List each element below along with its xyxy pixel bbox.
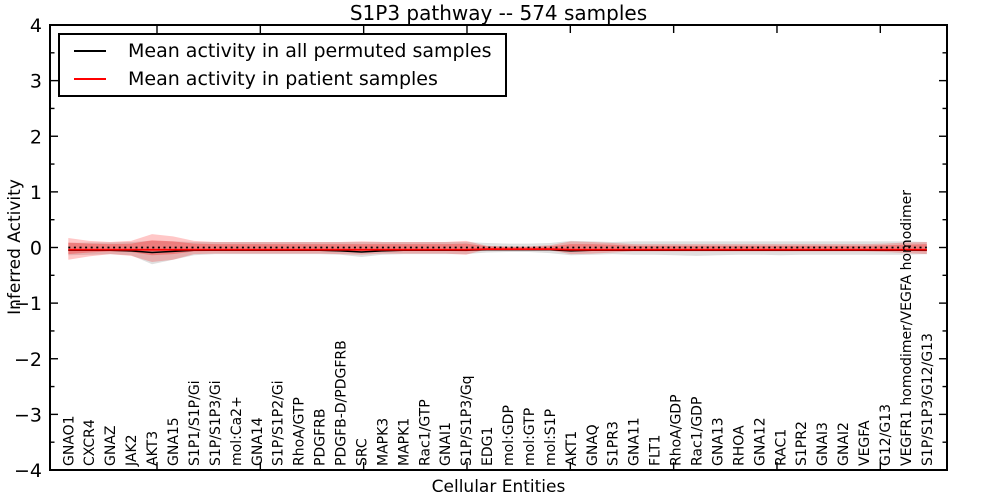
y-tick-label: −1: [14, 293, 42, 315]
y-tick-label: −3: [14, 404, 42, 426]
x-tick-label: GNA15: [166, 417, 182, 466]
x-tick-label: GNA13: [710, 417, 726, 466]
axis-ticks: [50, 24, 947, 471]
legend-line-sample: [74, 77, 106, 80]
x-tick-label: GNAI1: [438, 422, 454, 466]
x-tick-label: S1P/S1P3/Gi: [208, 380, 224, 466]
x-tick-label: VEGFA: [857, 420, 873, 466]
x-tick-label: GNA12: [752, 417, 768, 466]
x-tick-label: FLT1: [648, 435, 664, 466]
x-tick-label: S1P/S1P3/Gq: [459, 375, 475, 466]
x-tick-label: AKT3: [145, 431, 161, 466]
legend-item-label: Mean activity in all permuted samples: [128, 40, 492, 63]
legend-item: Mean activity in all permuted samples: [72, 40, 505, 62]
y-axis-label: Inferred Activity: [5, 179, 25, 315]
x-tick-label: GNAO1: [61, 415, 77, 466]
x-tick-label: GNAZ: [103, 426, 119, 467]
x-tick-label: S1PR2: [794, 421, 810, 466]
x-tick-label: mol:Ca2+: [229, 396, 245, 466]
legend-item: Mean activity in patient samples: [72, 68, 505, 90]
patient-samples-inner-band: [68, 240, 927, 256]
x-tick-label: S1P/S1P3/G12/G13: [920, 333, 936, 466]
legend-item-label: Mean activity in patient samples: [128, 67, 438, 90]
x-axis-label: Cellular Entities: [431, 477, 566, 497]
x-tick-label: AKT1: [564, 431, 580, 466]
y-tick-label: 2: [30, 126, 42, 148]
x-tick-label: GNAI3: [815, 422, 831, 466]
x-tick-label: EDG1: [480, 427, 496, 466]
x-tick-label: PDGFB-D/PDGFRB: [334, 340, 350, 466]
x-tick-label: RHOA: [731, 425, 747, 466]
x-tick-label: MAPK3: [375, 418, 391, 466]
x-tick-label: mol:S1P: [543, 409, 559, 466]
x-tick-label: S1P/S1P2/Gi: [271, 380, 287, 466]
y-tick-label: 4: [30, 15, 42, 37]
x-tick-label: Rac1/GTP: [417, 399, 433, 466]
patient-samples-outer-band: [68, 234, 927, 262]
y-tick-label: 3: [30, 71, 42, 93]
x-tick-label: Rac1/GDP: [690, 397, 706, 466]
x-tick-label: G12/G13: [878, 404, 894, 466]
x-tick-label: mol:GDP: [501, 405, 517, 466]
x-tick-label: CXCR4: [82, 419, 98, 466]
x-tick-label: VEGFR1 homodimer/VEGFA homodimer: [899, 190, 915, 466]
x-tick-label: S1P1/S1P/Gi: [187, 380, 203, 466]
x-tick-label: RhoA/GTP: [292, 397, 308, 466]
x-tick-label: GNA14: [250, 417, 266, 466]
x-tick-label: RhoA/GDP: [669, 394, 685, 466]
x-tick-label: SRC: [354, 438, 370, 466]
y-tick-label: 1: [30, 182, 42, 204]
y-tick-label: 0: [30, 238, 42, 260]
x-tick-label: GNAI2: [836, 422, 852, 466]
x-tick-label: RAC1: [773, 429, 789, 466]
y-tick-label: −2: [14, 349, 42, 371]
x-tick-label: mol:GTP: [522, 408, 538, 466]
x-tick-label: PDGFRB: [313, 409, 329, 466]
legend-line-sample: [74, 50, 106, 53]
patient-mean-line: [68, 248, 927, 251]
y-tick-label: −4: [14, 460, 42, 482]
x-tick-label: GNAQ: [585, 424, 601, 466]
x-tick-label: GNA11: [627, 417, 643, 466]
x-tick-label: JAK2: [124, 434, 140, 467]
chart-title: S1P3 pathway -- 574 samples: [349, 1, 648, 25]
x-tick-label: MAPK1: [396, 418, 412, 466]
x-tick-label: S1PR3: [606, 421, 622, 466]
legend: Mean activity in all permuted samples Mea…: [58, 33, 507, 97]
